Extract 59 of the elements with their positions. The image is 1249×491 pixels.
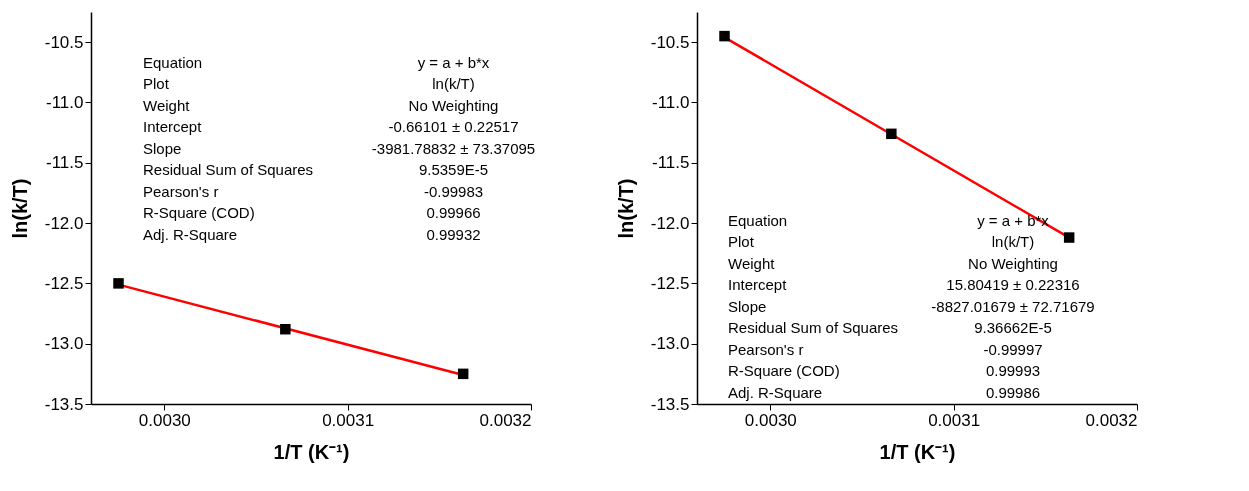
y-tick-label: -11.5 <box>46 153 84 173</box>
annotation: Slope <box>143 139 182 157</box>
annotation: Equation <box>728 211 788 229</box>
annotation: y = a + b*x <box>417 53 490 71</box>
annotation: Slope <box>728 297 767 315</box>
annotation: No Weighting <box>968 254 1058 272</box>
x-tick-label: 0.0031 <box>928 410 981 430</box>
annotation: -0.66101 ± 0.22517 <box>388 118 519 136</box>
annotation: 9.36662E-5 <box>974 319 1052 337</box>
y-tick-label: -13.5 <box>650 394 690 414</box>
y-axis-title: ln(k/T) <box>8 178 31 239</box>
annotation: Weight <box>143 96 191 114</box>
annotation: Intercept <box>143 118 203 136</box>
x-tick-label: 0.0030 <box>138 410 191 430</box>
annotation: Residual Sum of Squares <box>143 161 314 179</box>
x-axis-title: 1/T (K⁻¹) <box>273 440 350 463</box>
annotation: -8827.01679 ± 72.71679 <box>931 297 1095 315</box>
annotation: 0.99966 <box>426 204 481 222</box>
annotation: Intercept <box>728 276 788 294</box>
y-tick-label: -12.5 <box>44 273 84 293</box>
y-tick-label: -11.5 <box>652 153 690 173</box>
y-axis-title: ln(k/T) <box>614 178 637 239</box>
y-tick-label: -12.5 <box>650 273 690 293</box>
x-axis-title: 1/T (K⁻¹) <box>879 440 956 463</box>
y-tick-label: -10.5 <box>650 32 690 52</box>
annotation: Weight <box>728 254 776 272</box>
y-tick-label: -13.5 <box>44 394 84 414</box>
y-tick-label: -13.0 <box>650 334 690 354</box>
annotation: Residual Sum of Squares <box>728 319 899 337</box>
annotation: R-Square (COD) <box>143 204 255 222</box>
annotation: 0.99993 <box>985 362 1041 380</box>
annotation: 0.99986 <box>985 383 1041 401</box>
annotation: 9.5359E-5 <box>418 161 489 179</box>
y-tick-label: -10.5 <box>44 32 84 52</box>
annotation: Adj. R-Square <box>143 225 238 243</box>
x-tick-label: 0.0032 <box>479 410 532 430</box>
x-tick-label: 0.0032 <box>1085 410 1138 430</box>
annotation: -0.99997 <box>983 340 1043 358</box>
annotation: 0.99932 <box>426 225 481 243</box>
annotation: ln(k/T) <box>432 75 475 93</box>
annotation: No Weighting <box>408 96 499 114</box>
y-tick-label: -13.0 <box>44 334 84 354</box>
annotation: Pearson's r <box>143 182 219 200</box>
annotation: -3981.78832 ± 73.37095 <box>371 139 536 157</box>
annotation: Pearson's r <box>728 340 804 358</box>
annotation: R-Square (COD) <box>728 362 840 380</box>
x-tick-label: 0.0030 <box>744 410 797 430</box>
y-tick-label: -12.0 <box>650 213 690 233</box>
annotation: Plot <box>143 75 170 93</box>
y-tick-label: -11.0 <box>652 92 690 112</box>
y-tick-label: -12.0 <box>44 213 84 233</box>
annotation: -0.99983 <box>423 182 484 200</box>
annotation: ln(k/T) <box>991 233 1035 251</box>
annotation: Plot <box>728 233 755 251</box>
x-tick-label: 0.0031 <box>322 410 375 430</box>
annotation: Adj. R-Square <box>728 383 823 401</box>
annotation: Equation <box>143 53 203 71</box>
y-tick-label: -11.0 <box>46 92 84 112</box>
annotation: 15.80419 ± 0.22316 <box>946 276 1080 294</box>
